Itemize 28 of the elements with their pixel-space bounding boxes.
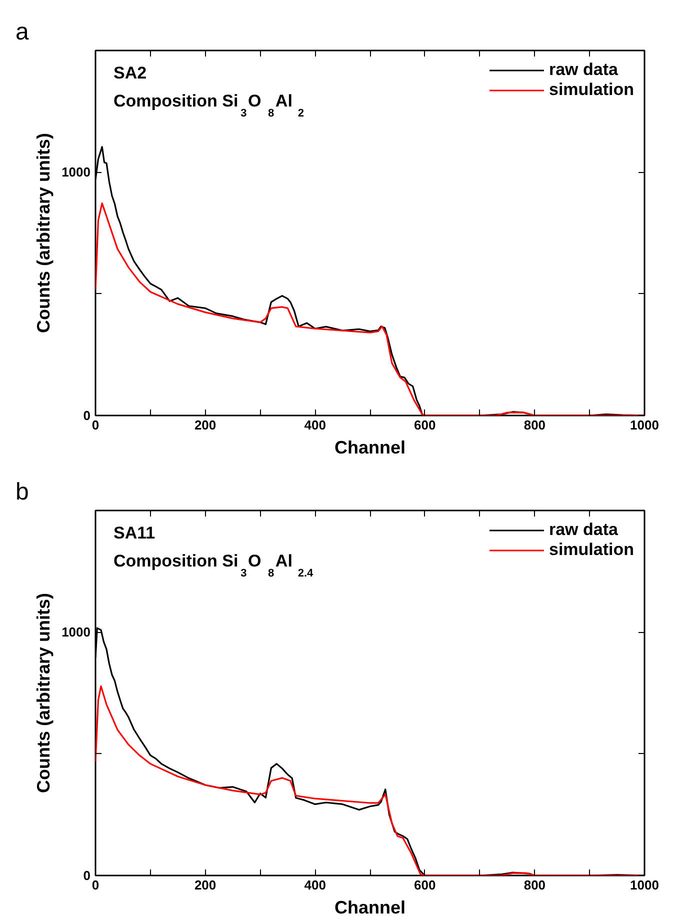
x-tick-label: 400 — [304, 878, 326, 892]
x-tick-label: 800 — [524, 418, 546, 432]
x-tick-label: 600 — [414, 418, 436, 432]
y-tick-label: 1000 — [62, 164, 90, 180]
x-axis-title: Channel — [334, 438, 406, 458]
annotation: Composition Si3 O8 Al2 — [114, 92, 304, 120]
y-tick-label: 0 — [83, 408, 91, 423]
x-tick-label: 400 — [304, 418, 326, 432]
legend-label: simulation — [548, 540, 634, 560]
x-axis-title: Channel — [334, 898, 406, 918]
x-tick-label: 1000 — [630, 878, 659, 892]
x-tick-label: 800 — [524, 878, 546, 892]
x-tick-label: 600 — [414, 878, 436, 892]
legend-label: raw data — [548, 520, 618, 540]
x-tick-label: 200 — [194, 878, 216, 892]
y-axis-title: Counts (arbitrary units) — [34, 592, 54, 794]
chart-title: b — [16, 478, 29, 506]
x-tick-label: 200 — [194, 418, 216, 432]
x-tick-label: 1000 — [630, 418, 659, 432]
legend-label: raw data — [548, 60, 618, 80]
y-tick-label: 0 — [83, 868, 91, 883]
annotation: SA2 — [114, 64, 147, 82]
legend-label: simulation — [548, 80, 634, 100]
chart-title: a — [16, 18, 30, 46]
annotation: Composition Si3 O8 Al2.4 — [114, 552, 314, 580]
y-tick-label: 1000 — [62, 624, 90, 640]
y-axis-title: Counts (arbitrary units) — [34, 132, 54, 334]
annotation: SA11 — [114, 524, 156, 542]
